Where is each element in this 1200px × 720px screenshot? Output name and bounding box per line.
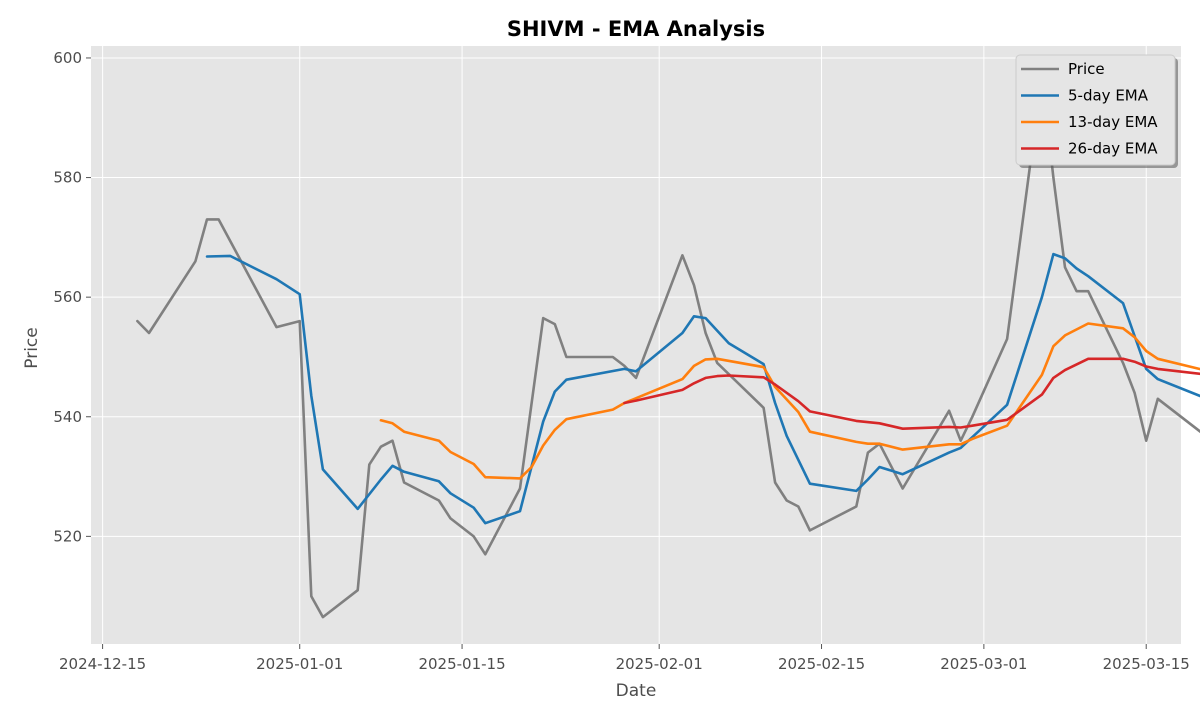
x-tick-label: 2025-02-01 bbox=[616, 655, 703, 673]
x-axis: 2024-12-15 2025-01-01 2025-01-15 2025-02-01… bbox=[59, 644, 1190, 673]
chart-title: SHIVM - EMA Analysis bbox=[507, 17, 765, 41]
x-tick-label: 2025-02-15 bbox=[778, 655, 865, 673]
series-lines bbox=[136, 74, 1200, 619]
x-tick-label: 2025-03-01 bbox=[940, 655, 1027, 673]
x-tick-label: 2025-03-15 bbox=[1103, 655, 1190, 673]
legend: Price 5-day EMA 13-day EMA 26-day EMA bbox=[1015, 54, 1178, 168]
y-tick-label: 600 bbox=[53, 49, 82, 67]
x-tick-label: 2025-01-01 bbox=[256, 655, 343, 673]
y-tick-label: 540 bbox=[53, 408, 82, 426]
x-tick-label: 2025-01-15 bbox=[418, 655, 505, 673]
plot-area bbox=[91, 46, 1181, 644]
y-tick-label: 560 bbox=[53, 288, 82, 306]
y-axis: 520 540 560 580 600 bbox=[53, 49, 91, 545]
y-axis-title: Price bbox=[22, 327, 42, 368]
y-tick-label: 580 bbox=[53, 169, 82, 187]
x-tick-label: 2024-12-15 bbox=[59, 655, 146, 673]
legend-label-26-day-ema: 26-day EMA bbox=[1068, 140, 1158, 158]
series-line-5-day-ema bbox=[205, 252, 1200, 525]
series-line-26-day-ema bbox=[623, 357, 1200, 430]
legend-label-5-day-ema: 5-day EMA bbox=[1068, 87, 1149, 105]
x-axis-title: Date bbox=[616, 681, 657, 701]
y-tick-label: 520 bbox=[53, 527, 82, 545]
legend-label-price: Price bbox=[1068, 60, 1105, 78]
legend-label-13-day-ema: 13-day EMA bbox=[1068, 113, 1158, 131]
series-line-13-day-ema bbox=[379, 322, 1200, 480]
legend-box bbox=[1015, 54, 1176, 166]
